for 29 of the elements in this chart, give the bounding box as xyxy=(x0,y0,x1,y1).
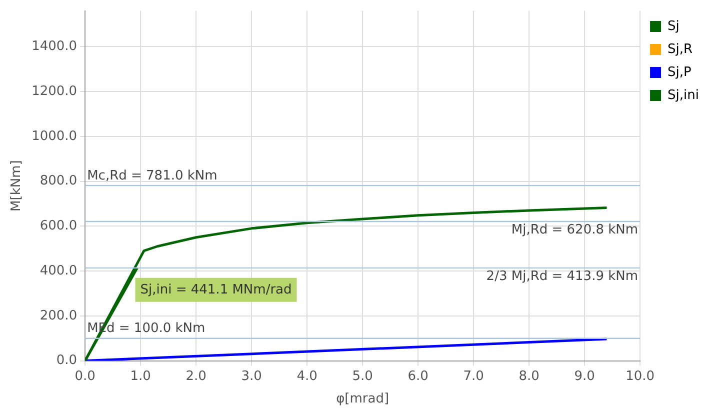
y-tick-label: 200.0 xyxy=(40,308,78,324)
y-tick-label: 400.0 xyxy=(40,263,78,278)
ref-line-label: Mc,Rd = 781.0 kNm xyxy=(87,168,218,184)
ref-line-label: Mj,Rd = 620.8 kNm xyxy=(511,222,638,238)
ref-line-label: 2/3 Mj,Rd = 413.9 kNm xyxy=(486,268,638,284)
y-tick-label: 1200.0 xyxy=(32,84,78,99)
x-tick-label: 2.0 xyxy=(186,368,206,384)
legend-label: Sj,R xyxy=(668,42,693,57)
x-axis-title: φ[mrad] xyxy=(336,392,390,407)
annotation: Sj,ini = 441.1 MNm/rad xyxy=(140,282,292,298)
x-tick-label: 5.0 xyxy=(352,368,373,384)
x-tick-label: 4.0 xyxy=(296,368,318,384)
y-tick-label: 600.0 xyxy=(40,218,78,234)
legend-label: Sj xyxy=(668,18,680,34)
y-tick-label: 1000.0 xyxy=(32,128,78,144)
x-tick-label: 9.0 xyxy=(574,368,595,384)
legend-label: Sj,ini xyxy=(668,88,700,103)
y-tick-label: 1400.0 xyxy=(32,39,78,54)
x-tick-label: 0.0 xyxy=(74,368,96,384)
y-axis-title: M[kNm] xyxy=(9,160,24,212)
x-tick-label: 6.0 xyxy=(408,368,428,384)
y-tick-label: 800.0 xyxy=(40,174,78,189)
x-tick-label: 10.0 xyxy=(626,368,655,384)
legend-label: Sj,P xyxy=(668,64,692,80)
x-tick-label: 3.0 xyxy=(241,368,262,384)
y-tick-label: 0.0 xyxy=(56,353,78,368)
x-tick-label: 7.0 xyxy=(463,368,484,384)
x-tick-label: 1.0 xyxy=(130,368,151,384)
x-tick-label: 8.0 xyxy=(518,368,540,384)
